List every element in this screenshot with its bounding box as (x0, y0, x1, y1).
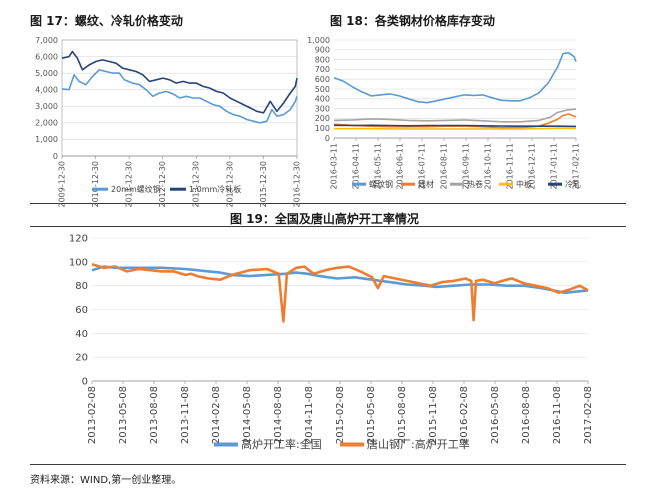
fig18-legend-label: 冷轧 (565, 179, 581, 189)
fig17-xtick-label: 2016-12-30 (292, 161, 301, 208)
fig18-xtick-label: 2016-03-11 (329, 143, 338, 190)
fig19-ytick-label: 20 (75, 353, 88, 364)
fig19-xtick-label: 2017-02-08 (583, 386, 594, 444)
fig17-title: 图 17：螺纹、冷轧价格变动 (30, 14, 183, 28)
fig18-xtick-label: 2016-08-11 (439, 143, 448, 190)
fig18-legend-label: 线材 (418, 179, 434, 189)
fig19-xtick-label: 2014-11-08 (304, 386, 315, 444)
fig17-xtick-label: 2014-12-30 (225, 161, 234, 208)
fig17-ytick-label: 4,000 (35, 86, 58, 95)
fig18-xtick-label: 2016-05-11 (373, 143, 382, 190)
fig17-xtick-label: 2011-12-30 (125, 161, 134, 208)
fig17-ytick-label: 7,000 (35, 36, 58, 45)
fig19-ytick-label: 80 (75, 281, 88, 292)
fig19-xtick-label: 2013-02-08 (87, 386, 98, 444)
fig19-xtick-label: 2016-02-08 (459, 386, 470, 444)
fig18-xtick-label: 2016-10-11 (483, 143, 492, 190)
fig17-ytick-label: 0 (53, 152, 58, 161)
fig18-ytick-label: 100 (315, 124, 330, 133)
fig19-title: 图 19：全国及唐山高炉开工率情况 (230, 212, 419, 226)
fig18-series-line-3 (333, 108, 577, 123)
fig17-ytick-label: 1,000 (35, 135, 58, 144)
fig18-xtick-label: 2016-11-11 (505, 143, 514, 190)
fig19-xtick-label: 2013-08-08 (149, 386, 160, 444)
fig19-xtick-label: 2013-11-08 (180, 386, 191, 444)
fig18-ytick-label: 900 (315, 46, 330, 55)
fig19-legend-swatch (340, 442, 364, 447)
fig19-xtick-label: 2015-05-08 (366, 386, 377, 444)
fig18-xtick-label: 2016-07-11 (417, 143, 426, 190)
fig17-ytick-label: 5,000 (35, 69, 58, 78)
fig19-xtick-label: 2015-11-08 (428, 386, 439, 444)
fig18-legend-label: 螺纹钢 (369, 179, 393, 189)
fig18-series-line-2 (333, 113, 577, 129)
fig18-legend-swatch (450, 182, 464, 186)
fig17-series-line-1 (61, 69, 298, 124)
fig18-ytick-label: 600 (315, 75, 330, 84)
top-rule (30, 203, 626, 204)
fig18-legend-swatch (548, 182, 562, 186)
fig18-legend-swatch (352, 182, 366, 186)
fig19-ytick-label: 100 (69, 257, 88, 268)
bottom-rule (30, 464, 626, 465)
fig19-xtick-label: 2014-08-08 (273, 386, 284, 444)
fig17-xtick-label: 2015-12-30 (259, 161, 268, 208)
fig18-xtick-label: 2016-04-11 (351, 143, 360, 190)
fig18-ytick-label: 500 (315, 85, 330, 94)
fig18-series-line-1 (333, 51, 577, 104)
fig19-xtick-label: 2015-08-08 (397, 386, 408, 444)
fig18-legend-swatch (499, 182, 513, 186)
fig19-ytick-label: 120 (69, 234, 88, 245)
fig17-xtick-label: 2010-12-30 (91, 161, 100, 208)
fig18-ytick-label: 0 (325, 134, 330, 143)
fig19-series-line-2 (91, 262, 589, 323)
fig19-xtick-label: 2015-02-08 (335, 386, 346, 444)
fig19-legend-label: 唐山钢厂:高炉开工率 (367, 437, 470, 451)
fig17-ytick-label: 2,000 (35, 119, 58, 128)
fig19-xtick-label: 2013-05-08 (118, 386, 129, 444)
fig18-ytick-label: 700 (315, 65, 330, 74)
fig17-legend-swatch (92, 187, 108, 191)
fig17-xtick-label: 2013-12-30 (192, 161, 201, 208)
fig18-series-line-5 (333, 124, 577, 128)
fig19-ytick-label: 0 (82, 377, 88, 388)
source-note: 资料来源：WIND,第一创业整理。 (30, 475, 182, 486)
fig19-ytick-label: 60 (75, 305, 88, 316)
fig17-ytick-label: 3,000 (35, 102, 58, 111)
fig18-xtick-label: 2016-06-11 (395, 143, 404, 190)
fig17-legend-label: 20mm螺纹钢 (111, 184, 161, 194)
fig18-legend-swatch (401, 182, 415, 186)
fig17-ytick-label: 6,000 (35, 52, 58, 61)
fig19-ytick-label: 40 (75, 329, 88, 340)
fig19-legend-label: 高炉开工率:全国 (241, 437, 322, 451)
fig19-xtick-label: 2016-05-08 (490, 386, 501, 444)
fig18-ytick-label: 400 (315, 95, 330, 104)
fig18-ytick-label: 200 (315, 114, 330, 123)
fig17-xtick-label: 2009-12-30 (57, 161, 66, 208)
fig18-legend-label: 热卷 (467, 179, 483, 189)
fig18-xtick-label: 2016-12-11 (527, 143, 536, 190)
fig19-legend-swatch (214, 442, 238, 447)
fig17-legend-label: 1.0mm冷轧板 (189, 184, 241, 194)
fig18-ytick-label: 300 (315, 104, 330, 113)
fig18-series-line-4 (334, 127, 577, 130)
fig19-xtick-label: 2016-08-08 (521, 386, 532, 444)
fig18-ytick-label: 1,000 (307, 36, 330, 45)
fig19-xtick-label: 2014-02-08 (211, 386, 222, 444)
fig19-xtick-label: 2016-11-08 (552, 386, 563, 444)
fig18-xtick-label: 2017-02-11 (571, 143, 580, 190)
fig18-legend-label: 中板 (516, 179, 532, 189)
fig19-xtick-label: 2014-05-08 (242, 386, 253, 444)
fig18-ytick-label: 800 (315, 55, 330, 64)
fig18-title: 图 18：各类钢材价格库存变动 (330, 14, 495, 28)
fig17-series-line-2 (61, 50, 298, 114)
fig17-xtick-label: 2012-12-30 (158, 161, 167, 208)
fig19-series-line-1 (91, 265, 589, 295)
mid-rule (30, 226, 626, 227)
fig18-xtick-label: 2016-09-11 (461, 143, 470, 190)
fig18-xtick-label: 2017-01-11 (549, 143, 558, 190)
fig17-legend-swatch (170, 187, 186, 191)
